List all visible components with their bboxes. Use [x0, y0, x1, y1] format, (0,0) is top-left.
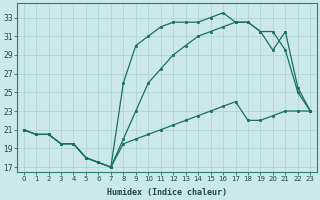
X-axis label: Humidex (Indice chaleur): Humidex (Indice chaleur)	[107, 188, 227, 197]
